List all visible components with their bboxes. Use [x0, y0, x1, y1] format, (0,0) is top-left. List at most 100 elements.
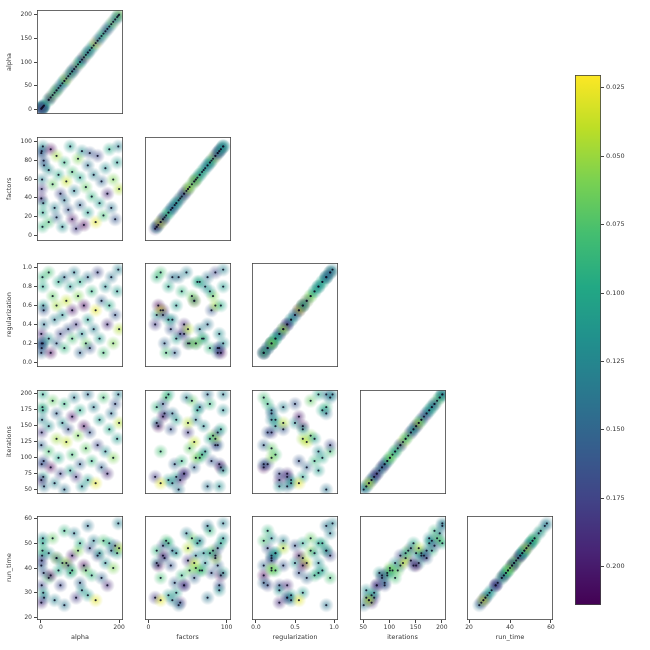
ytick-label-run_time: 20 — [24, 614, 32, 622]
colorbar-tick — [601, 429, 604, 431]
colorbar-tick — [601, 497, 604, 499]
colorbar-tick — [601, 87, 604, 89]
x-axis-label-iterations: iterations — [387, 633, 418, 641]
panel-factors-vs-factors — [144, 136, 231, 241]
panel-run_time-vs-regularization — [252, 516, 338, 620]
xtick-iterations — [388, 620, 390, 623]
x-axis-label-regularization: regularization — [272, 633, 318, 641]
ytick-alpha — [34, 37, 37, 39]
ytick-factors — [34, 197, 37, 199]
ytick-label-iterations: 150 — [20, 422, 32, 430]
xtick-label-iterations: 50 — [359, 624, 367, 631]
ytick-run_time — [34, 567, 37, 569]
ytick-label-regularization: 0.4 — [22, 320, 32, 328]
ytick-factors — [34, 178, 37, 180]
xtick-run_time — [509, 620, 511, 623]
ytick-regularization — [34, 361, 37, 363]
x-axis-label-run_time: run_time — [495, 633, 525, 641]
xtick-factors — [226, 620, 228, 623]
ytick-iterations — [34, 409, 37, 411]
xtick-label-alpha: 200 — [113, 624, 125, 631]
panel-regularization-vs-alpha — [37, 263, 123, 367]
ytick-iterations — [34, 441, 37, 442]
ytick-label-alpha: 150 — [20, 34, 32, 42]
xtick-factors — [147, 620, 149, 623]
colorbar-tick — [601, 224, 604, 226]
ytick-label-regularization: 0.8 — [22, 283, 32, 291]
ytick-label-iterations: 50 — [24, 485, 32, 493]
y-axis-label-iterations: iterations — [5, 426, 13, 457]
colorbar-tick-label: 0.200 — [606, 562, 625, 571]
ytick-label-iterations: 125 — [20, 438, 32, 445]
ytick-alpha — [34, 108, 37, 110]
colorbar-tick — [601, 566, 604, 568]
ytick-label-factors: 80 — [24, 156, 32, 164]
ytick-label-factors: 40 — [24, 194, 32, 202]
xtick-run_time — [468, 620, 470, 623]
ytick-run_time — [34, 617, 37, 619]
panel-iterations-vs-factors — [144, 389, 231, 494]
xtick-label-run_time: 20 — [465, 624, 473, 631]
ytick-alpha — [34, 85, 37, 87]
ytick-label-regularization: 0.2 — [22, 339, 32, 347]
panel-run_time-vs-iterations — [359, 516, 446, 620]
ytick-label-alpha: 0 — [28, 105, 32, 113]
colorbar-tick — [601, 360, 604, 362]
xtick-label-alpha: 0 — [38, 624, 43, 631]
xtick-regularization — [294, 620, 296, 623]
ytick-label-factors: 20 — [24, 213, 32, 221]
ytick-label-regularization: 0.0 — [22, 358, 32, 366]
ytick-label-factors: 60 — [24, 175, 32, 183]
colorbar-tick — [601, 155, 604, 157]
xtick-alpha — [118, 620, 120, 623]
xtick-label-iterations: 150 — [409, 624, 422, 631]
ytick-label-run_time: 40 — [24, 564, 32, 572]
y-axis-label-regularization: regularization — [5, 292, 13, 338]
x-axis-label-alpha: alpha — [70, 633, 90, 641]
y-axis-label-alpha: alpha — [5, 52, 13, 72]
ytick-label-run_time: 50 — [24, 539, 32, 547]
xtick-label-regularization: 1.0 — [329, 624, 339, 631]
ytick-label-regularization: 0.6 — [22, 302, 32, 310]
colorbar-tick-label: 0.100 — [606, 288, 625, 297]
ytick-factors — [34, 140, 37, 142]
ytick-factors — [34, 216, 37, 218]
ytick-alpha — [34, 14, 37, 16]
panel-regularization-vs-regularization — [252, 263, 338, 367]
panel-alpha-vs-alpha — [37, 10, 123, 114]
xtick-label-run_time: 40 — [506, 624, 514, 631]
xtick-label-regularization: 0.5 — [290, 624, 300, 631]
colorbar-tick-label: 0.150 — [606, 425, 625, 434]
panel-run_time-vs-factors — [144, 516, 231, 620]
ytick-factors — [34, 235, 37, 237]
ytick-label-regularization: 1.0 — [22, 264, 32, 272]
panel-run_time-vs-alpha — [37, 516, 123, 620]
ytick-label-alpha: 50 — [24, 82, 32, 90]
panel-iterations-vs-alpha — [37, 389, 123, 494]
xtick-iterations — [441, 620, 443, 623]
panel-regularization-vs-factors — [144, 263, 231, 367]
colorbar-tick-label: 0.025 — [606, 83, 625, 92]
ytick-factors — [34, 159, 37, 161]
ytick-label-alpha: 100 — [20, 58, 32, 66]
xtick-label-factors: 100 — [220, 624, 233, 631]
xtick-label-regularization: 0.0 — [251, 624, 261, 631]
colorbar-tick-label: 0.075 — [606, 220, 625, 229]
ytick-regularization — [34, 267, 37, 269]
ytick-iterations — [34, 393, 37, 395]
ytick-label-iterations: 175 — [20, 406, 32, 414]
ytick-regularization — [34, 305, 37, 307]
ytick-regularization — [34, 286, 37, 288]
ytick-iterations — [34, 472, 37, 474]
xtick-run_time — [550, 620, 552, 623]
panel-run_time-vs-run_time — [467, 516, 553, 620]
ytick-run_time — [34, 517, 37, 519]
xtick-alpha — [40, 620, 42, 623]
panel-factors-vs-alpha — [37, 136, 123, 241]
ytick-label-factors: 0 — [28, 232, 32, 240]
xtick-label-factors: 0 — [146, 624, 151, 631]
ytick-iterations — [34, 425, 37, 427]
panel-iterations-vs-regularization — [252, 389, 338, 494]
ytick-iterations — [34, 456, 37, 458]
